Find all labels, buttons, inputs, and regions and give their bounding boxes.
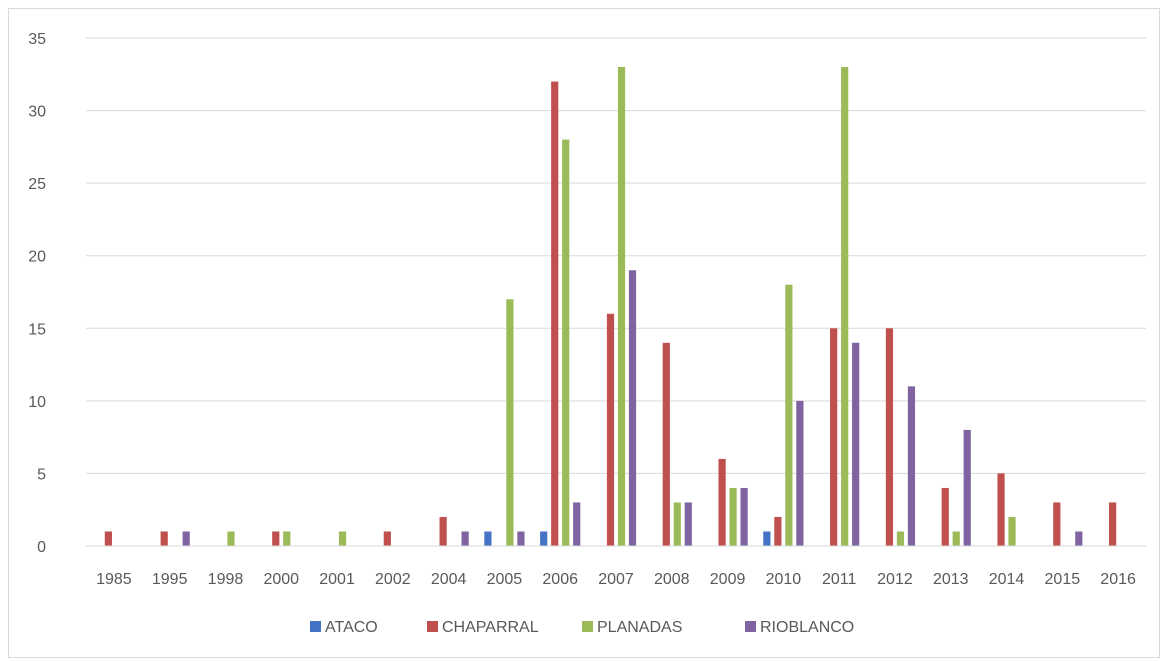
bar-planadas-2000: [283, 531, 291, 546]
legend: ATACO CHAPARRAL PLANADAS RIOBLANCO: [310, 619, 854, 636]
bar-chaparral-2011: [830, 328, 838, 546]
bar-chaparral-2013: [941, 487, 949, 546]
bar-ataco-2005: [484, 531, 492, 546]
y-tick-label: 30: [28, 104, 46, 121]
bar-planadas-2006: [562, 139, 570, 546]
legend-label: RIOBLANCO: [760, 619, 854, 636]
bar-rioblanco-2015: [1075, 531, 1083, 546]
bar-planadas-2010: [785, 284, 793, 546]
y-tick-label: 25: [28, 176, 46, 193]
legend-item-planadas: PLANADAS: [582, 619, 682, 636]
x-tick-label: 2008: [654, 571, 690, 588]
bar-chaparral-2007: [606, 313, 615, 546]
x-tick-label: 2011: [822, 571, 857, 588]
x-tick-label: 2016: [1100, 571, 1136, 588]
legend-item-ataco: ATACO: [310, 619, 378, 636]
bar-rioblanco-2007: [628, 270, 637, 546]
x-tick-label: 2014: [989, 571, 1025, 588]
x-tick-label: 2010: [766, 571, 802, 588]
bar-planadas-2007: [617, 67, 626, 547]
legend-label: PLANADAS: [597, 619, 682, 636]
bar-planadas-2008: [673, 502, 681, 546]
x-axis: 1985 1995 1998 2000 2001 2002 2004 2005 2006 2007…: [86, 545, 1146, 588]
bar-planadas-2005: [506, 299, 514, 546]
bar-rioblanco-2013: [963, 429, 971, 546]
x-tick-label: 2012: [877, 571, 913, 588]
bar-ataco-2010: [763, 531, 771, 546]
y-axis: 0 5 10 15 20 25 30 35: [28, 31, 46, 556]
bar-rioblanco-2010: [796, 400, 804, 546]
bar-planadas-2013: [952, 531, 960, 546]
bar-rioblanco-2012: [907, 386, 916, 546]
y-tick-label: 0: [37, 539, 46, 556]
bar-rioblanco-2006: [573, 502, 581, 546]
bar-chaparral-2014: [997, 473, 1005, 546]
bar-chaparral-2016: [1109, 502, 1117, 546]
x-tick-label: 1995: [152, 571, 188, 588]
chart-frame: [8, 8, 1160, 658]
bar-chaparral-1995: [160, 531, 168, 546]
bar-ataco-2006: [540, 531, 548, 546]
bar-chaparral-2006: [551, 81, 559, 547]
x-tick-label: 2005: [487, 571, 523, 588]
legend-item-rioblanco: RIOBLANCO: [745, 619, 854, 636]
legend-swatch: [745, 621, 756, 632]
y-tick-label: 5: [37, 466, 46, 483]
bar-planadas-2011: [841, 67, 849, 547]
bar-rioblanco-2008: [684, 502, 692, 546]
bar-chaparral-2009: [718, 458, 726, 546]
bar-chaparral-2012: [885, 328, 894, 546]
x-tick-label: 2007: [598, 571, 634, 588]
bar-rioblanco-2005: [517, 531, 525, 546]
legend-swatch: [310, 621, 321, 632]
bar-chaparral-2002: [383, 531, 391, 546]
bar-rioblanco-1995: [182, 531, 190, 546]
y-tick-label: 20: [28, 249, 46, 266]
bar-chaparral-1985: [104, 531, 112, 546]
x-tick-label: 2004: [431, 571, 467, 588]
x-tick-label: 2009: [710, 571, 746, 588]
x-tick-label: 2002: [375, 571, 411, 588]
x-tick-label: 2006: [542, 571, 578, 588]
bar-planadas-2014: [1008, 516, 1016, 546]
x-tick-label: 1985: [96, 571, 132, 588]
bar-planadas-2009: [729, 487, 737, 546]
legend-item-chaparral: CHAPARRAL: [427, 619, 539, 636]
bar-chaparral-2008: [662, 342, 670, 546]
bar-planadas-2012: [896, 531, 905, 546]
legend-label: ATACO: [325, 619, 378, 636]
legend-swatch: [427, 621, 438, 632]
legend-label: CHAPARRAL: [442, 619, 539, 636]
x-tick-label: 2000: [263, 571, 299, 588]
x-tick-label: 2013: [933, 571, 969, 588]
bar-rioblanco-2004: [461, 531, 469, 546]
bar-planadas-2001: [338, 531, 347, 546]
bars: [104, 67, 1117, 547]
x-tick-label: 2001: [319, 571, 355, 588]
bar-chaparral-2000: [272, 531, 280, 546]
bar-chaparral-2015: [1053, 502, 1061, 546]
y-tick-label: 15: [28, 321, 46, 338]
grid-lines: [86, 37, 1146, 547]
legend-swatch: [582, 621, 593, 632]
x-tick-label: 2015: [1045, 571, 1081, 588]
x-tick-label: 1998: [208, 571, 244, 588]
y-tick-label: 10: [28, 394, 46, 411]
bar-rioblanco-2011: [852, 342, 860, 546]
bar-chaparral-2004: [439, 516, 447, 546]
bar-chaparral-2010: [774, 516, 782, 546]
bar-planadas-1998: [227, 531, 235, 546]
bar-rioblanco-2009: [740, 487, 748, 546]
y-tick-label: 35: [28, 31, 46, 48]
